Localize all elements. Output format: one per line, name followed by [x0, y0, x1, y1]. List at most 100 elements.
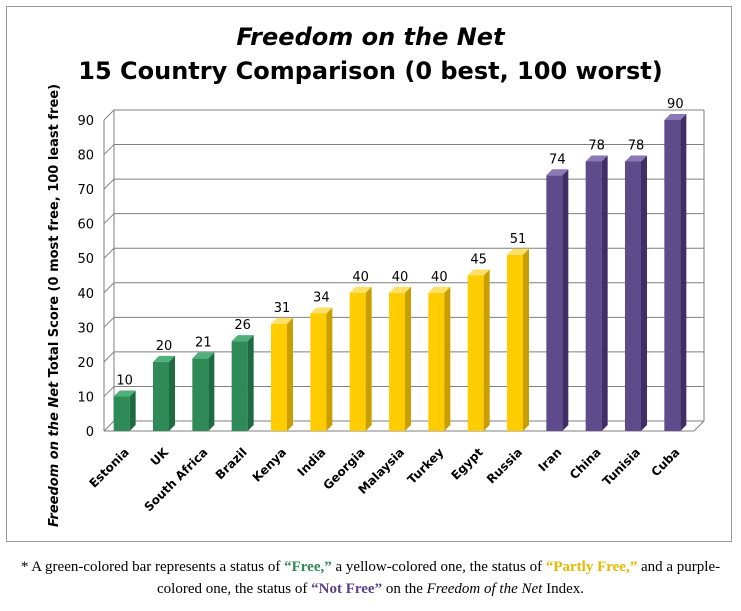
x-tick-label: Estonia — [86, 445, 131, 490]
bar-south-africa — [192, 358, 209, 431]
x-tick-label: China — [567, 445, 604, 482]
y-tick-label: 40 — [77, 287, 94, 302]
x-tick-label: Turkey — [405, 445, 447, 487]
bar-top — [349, 286, 372, 293]
footnote-text-2: a yellow-colored one, the status of — [331, 559, 546, 575]
gridline-depth — [103, 282, 115, 294]
y-tick-label: 60 — [77, 218, 94, 233]
data-label: 40 — [431, 270, 448, 285]
bar-side — [562, 169, 569, 432]
floor-edge — [693, 420, 705, 432]
bar-side — [169, 355, 175, 431]
footnote-partly-free-label: “Partly Free,” — [545, 559, 638, 575]
bar-top — [310, 307, 333, 314]
bar-georgia — [349, 292, 366, 431]
bar-top — [664, 114, 687, 120]
y-tick-label: 10 — [77, 390, 94, 405]
gridline-depth — [103, 247, 115, 259]
y-axis-label: Freedom on the Net Total Score (0 most f… — [47, 84, 62, 527]
data-label: 40 — [352, 270, 369, 285]
y-tick-label: 70 — [77, 183, 94, 198]
bar-top — [113, 390, 136, 397]
bar-top — [625, 155, 647, 162]
bar-side — [287, 317, 293, 431]
footnote-text-1: * A green-colored bar represents a statu… — [20, 559, 285, 575]
x-tick-label: Cuba — [648, 445, 682, 479]
y-tick-label: 0 — [86, 425, 94, 440]
bar-top — [507, 248, 529, 255]
data-label: 90 — [667, 97, 684, 112]
data-label: 26 — [234, 318, 251, 333]
data-label: 20 — [156, 339, 173, 354]
bar-cuba — [664, 120, 681, 431]
bar-side — [641, 155, 647, 431]
bar-china — [585, 161, 602, 431]
bar-side — [601, 155, 608, 431]
y-tick-label: 80 — [77, 149, 94, 164]
bar-turkey — [428, 292, 445, 431]
gridline-depth — [103, 144, 115, 155]
y-tick-label: 50 — [77, 252, 94, 267]
x-tick-label: UK — [148, 445, 172, 469]
chart-subtitle: 15 Country Comparison (0 best, 100 worst… — [78, 57, 663, 85]
bar-side — [326, 307, 333, 431]
x-tick-label: Egypt — [448, 445, 486, 483]
bar-top — [231, 335, 254, 342]
bar-malaysia — [389, 292, 405, 431]
x-tick-label: Kenya — [250, 445, 289, 484]
data-label: 74 — [549, 152, 566, 167]
y-tick-label: 20 — [77, 356, 94, 371]
x-tick-label: Iran — [535, 445, 564, 474]
bar-side — [523, 248, 529, 431]
bar-side — [405, 286, 411, 431]
bar-side — [247, 335, 254, 431]
bar-top — [467, 269, 490, 276]
gridline-depth — [103, 316, 115, 328]
bar-top — [585, 155, 608, 162]
y-tick-label: 90 — [77, 114, 94, 129]
gridline-depth — [103, 109, 115, 121]
bar-top — [546, 169, 569, 176]
bar-egypt — [467, 275, 484, 431]
chart-title: Freedom on the Net — [236, 23, 505, 51]
footnote-text-4: on the — [382, 581, 427, 597]
bar-top — [389, 286, 411, 293]
bar-tunisia — [625, 161, 641, 431]
bar-side — [444, 286, 451, 431]
x-tick-label: Tunisia — [600, 445, 643, 488]
bar-india — [310, 313, 327, 431]
data-label: 34 — [313, 291, 330, 306]
x-tick-label: Russia — [484, 445, 525, 486]
data-label: 45 — [470, 253, 487, 268]
data-label: 31 — [274, 301, 291, 316]
bar-side — [365, 286, 372, 431]
bar-side — [208, 352, 215, 431]
bar-top — [428, 286, 451, 293]
gridline-depth — [103, 386, 115, 397]
bar-chart: 0 10 20 30 40 50 60 70 80 90 Freedom on the Net To… — [47, 84, 705, 527]
bar-brazil — [231, 341, 248, 431]
x-tick-label: India — [295, 445, 329, 479]
bar-iran — [546, 175, 563, 431]
data-label: 10 — [116, 373, 133, 388]
bar-estonia — [113, 396, 130, 431]
bar-top — [192, 352, 215, 359]
footnote-text-3: and a purple-colored one, the status of — [157, 559, 721, 597]
bar-top — [271, 317, 293, 324]
data-label: 51 — [510, 232, 527, 247]
gridline-depth — [103, 213, 115, 225]
bar-side — [680, 114, 687, 431]
data-label: 21 — [195, 335, 212, 350]
footnote-not-free-label: “Not Free” — [311, 581, 383, 597]
gridline-depth — [103, 351, 115, 363]
chart-frame — [6, 6, 732, 542]
data-label: 78 — [628, 138, 645, 153]
y-tick-label: 30 — [77, 321, 94, 336]
bar-uk — [153, 361, 169, 431]
footnote-index-name: Freedom of the Net — [426, 581, 543, 597]
bar-side — [129, 390, 136, 431]
data-label: 40 — [392, 270, 409, 285]
bar-russia — [507, 254, 523, 431]
footnote: * A green-colored bar represents a statu… — [10, 556, 731, 600]
footnote-text-5: Index. — [542, 581, 584, 597]
